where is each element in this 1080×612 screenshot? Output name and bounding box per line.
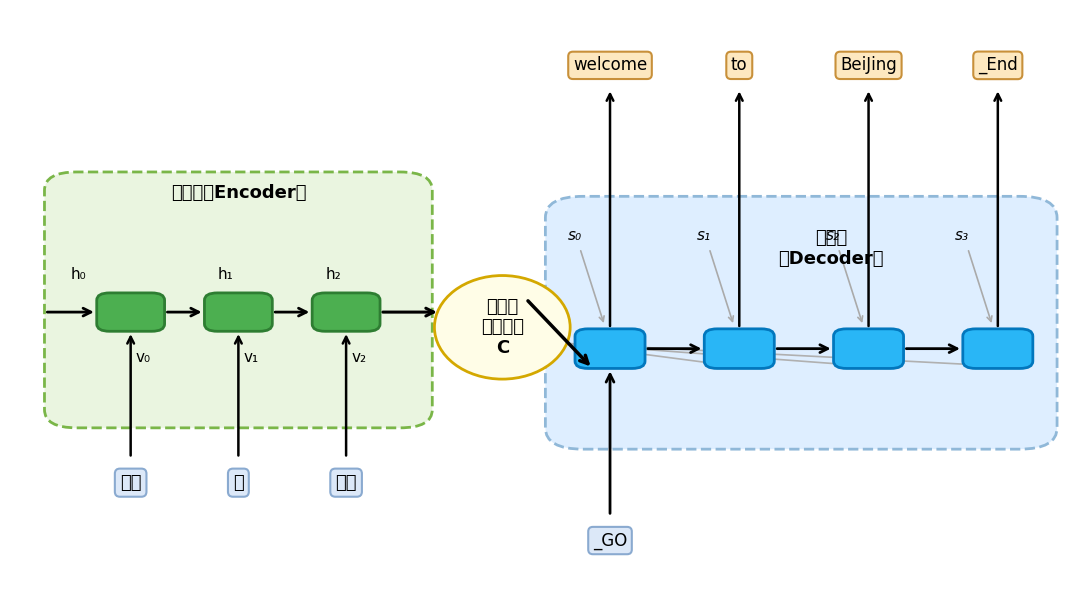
FancyBboxPatch shape — [575, 329, 645, 368]
Text: to: to — [731, 56, 747, 74]
FancyBboxPatch shape — [97, 293, 164, 331]
FancyBboxPatch shape — [962, 329, 1032, 368]
Text: s₂: s₂ — [826, 228, 840, 244]
FancyBboxPatch shape — [834, 329, 904, 368]
Text: 欢迎: 欢迎 — [120, 474, 141, 491]
Text: _GO: _GO — [593, 532, 627, 550]
Text: v₀: v₀ — [136, 350, 151, 365]
Text: welcome: welcome — [572, 56, 647, 74]
Text: s₀: s₀ — [567, 228, 581, 244]
Text: 来: 来 — [233, 474, 244, 491]
Text: 北京: 北京 — [336, 474, 356, 491]
FancyBboxPatch shape — [312, 293, 380, 331]
FancyBboxPatch shape — [204, 293, 272, 331]
Text: v₂: v₂ — [351, 350, 366, 365]
FancyBboxPatch shape — [545, 196, 1057, 449]
Text: 编码器（Encoder）: 编码器（Encoder） — [171, 184, 306, 203]
Text: 解码器
（Decoder）: 解码器 （Decoder） — [778, 229, 883, 267]
Text: s₃: s₃ — [955, 228, 970, 244]
FancyBboxPatch shape — [704, 329, 774, 368]
FancyBboxPatch shape — [44, 172, 432, 428]
Text: 上下文
语义向量
C: 上下文 语义向量 C — [481, 297, 524, 357]
Text: v₁: v₁ — [244, 350, 259, 365]
Text: BeiJing: BeiJing — [840, 56, 896, 74]
Text: h₁: h₁ — [217, 267, 233, 282]
Text: h₀: h₀ — [71, 267, 86, 282]
Text: h₂: h₂ — [325, 267, 341, 282]
Text: s₁: s₁ — [697, 228, 711, 244]
Text: _End: _End — [978, 56, 1017, 75]
Ellipse shape — [434, 275, 570, 379]
